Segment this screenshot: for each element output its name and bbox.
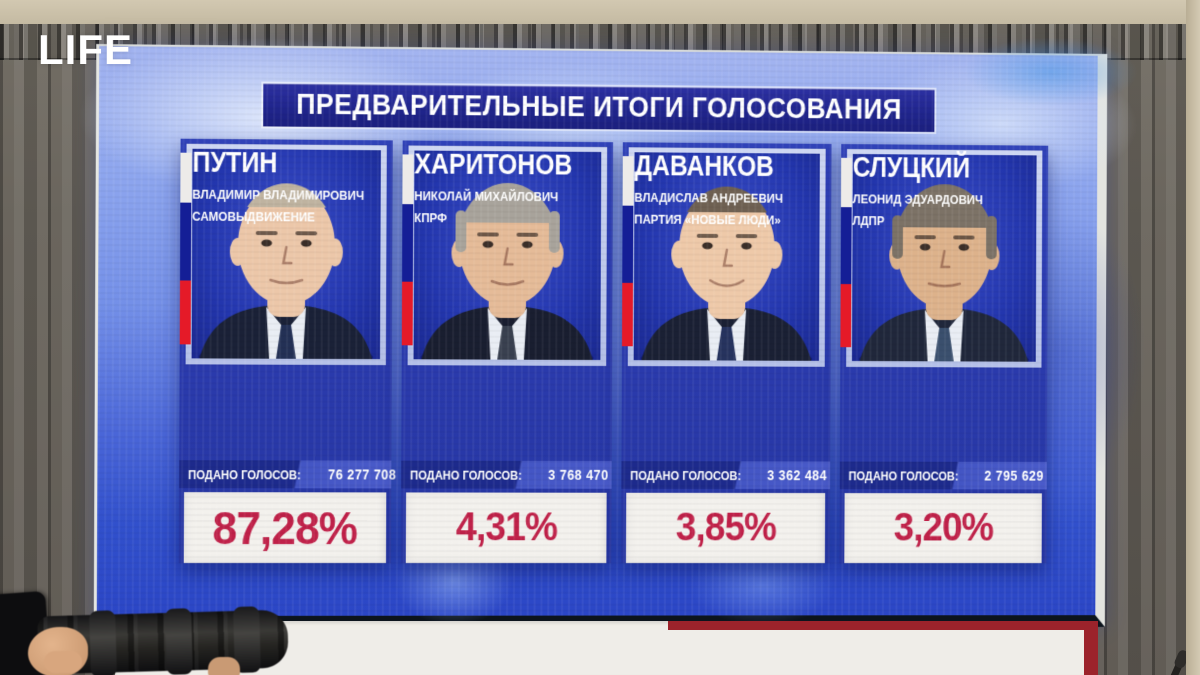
votes-value: 76 277 708 [328, 466, 397, 483]
candidate-card-davankov: ДАВАНКОВ ВЛАДИСЛАВ АНДРЕЕВИЧ ПАРТИЯ «НОВ… [621, 142, 832, 564]
percent-box: 3,20% [844, 493, 1042, 564]
candidate-photo [633, 152, 820, 361]
panel-red-border [1084, 621, 1098, 675]
photo-frame [185, 143, 387, 366]
candidate-avatar [640, 186, 813, 361]
percent-box: 87,28% [183, 492, 387, 564]
panel-red-border [668, 621, 1098, 630]
votes-label: ПОДАНО ГОЛОСОВ: [410, 467, 522, 483]
votes-strip: ПОДАНО ГОЛОСОВ: 76 277 708 [179, 460, 397, 489]
votes-label: ПОДАНО ГОЛОСОВ: [630, 467, 742, 483]
candidate-avatar [858, 183, 1030, 362]
lens-ring [89, 610, 117, 675]
votes-label: ПОДАНО ГОЛОСОВ: [848, 467, 959, 483]
votes-strip: ПОДАНО ГОЛОСОВ: 3 362 484 [621, 461, 831, 490]
life-logo: LIFE [38, 26, 133, 73]
percent-value: 4,31% [455, 505, 558, 550]
results-led-screen: ПРЕДВАРИТЕЛЬНЫЕ ИТОГИ ГОЛОСОВАНИЯ [78, 35, 1146, 629]
votes-strip: ПОДАНО ГОЛОСОВ: 2 795 629 [839, 461, 1047, 490]
candidate-photo [413, 150, 602, 361]
votes-value: 3 362 484 [767, 467, 828, 484]
percent-box: 3,85% [625, 492, 826, 564]
flag-ribbon [401, 154, 414, 346]
photo-frame [846, 149, 1043, 368]
candidate-photo [191, 148, 381, 360]
percent-value: 3,20% [893, 505, 994, 550]
lens-ring [165, 608, 193, 675]
votes-label: ПОДАНО ГОЛОСОВ: [188, 466, 301, 482]
percent-value: 3,85% [675, 505, 777, 550]
photo-frame [627, 147, 826, 367]
candidate-avatar [198, 183, 374, 360]
header-title: ПРЕДВАРИТЕЛЬНЫЕ ИТОГИ ГОЛОСОВАНИЯ [296, 88, 903, 126]
wall [0, 0, 1200, 26]
candidate-photo [851, 153, 1037, 362]
header-banner: ПРЕДВАРИТЕЛЬНЫЕ ИТОГИ ГОЛОСОВАНИЯ [263, 83, 935, 132]
microphone-silhouette [1157, 656, 1186, 675]
wall [1186, 0, 1200, 675]
candidate-avatar [420, 182, 594, 361]
photographer-hand [44, 651, 82, 673]
candidate-cards-row: ПУТИН ВЛАДИМИР ВЛАДИМИРОВИЧ САМОВЫДВИЖЕН… [178, 138, 1049, 564]
flag-ribbon [179, 152, 192, 345]
candidate-patronymic: ВЛАДИМИР ВЛАДИМИРОВИЧ [192, 186, 365, 203]
percent-box: 4,31% [405, 492, 607, 564]
foreground-camera [0, 585, 320, 675]
photo-frame [407, 145, 608, 366]
photographer-hand [208, 657, 240, 675]
flag-ribbon [840, 157, 852, 348]
votes-value: 2 795 629 [984, 467, 1044, 484]
votes-strip: ПОДАНО ГОЛОСОВ: 3 768 470 [401, 460, 612, 489]
candidate-card-putin: ПУТИН ВЛАДИМИР ВЛАДИМИРОВИЧ САМОВЫДВИЖЕН… [178, 138, 397, 564]
votes-value: 3 768 470 [548, 466, 609, 483]
candidate-card-slutsky: СЛУЦКИЙ ЛЕОНИД ЭДУАРДОВИЧ ЛДПР ПОДАНО ГО… [839, 144, 1049, 564]
percent-value: 87,28% [212, 501, 358, 555]
candidate-card-kharitonov: ХАРИТОНОВ НИКОЛАЙ МИХАЙЛОВИЧ КПРФ ПОДАНО… [400, 140, 614, 564]
flag-ribbon [621, 156, 634, 347]
